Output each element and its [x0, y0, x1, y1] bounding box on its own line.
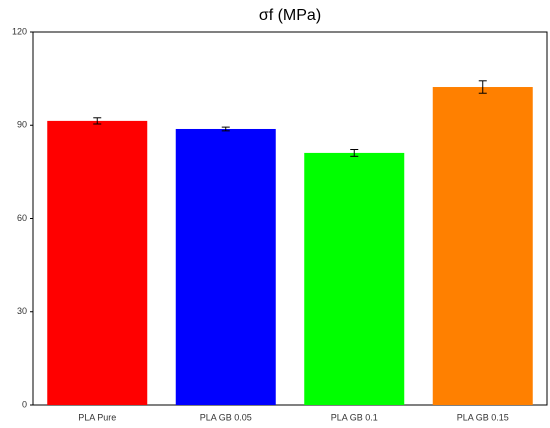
error-bar [478, 80, 487, 94]
bar [175, 128, 276, 406]
y-tick-label: 30 [17, 306, 27, 316]
y-tick-label: 90 [17, 120, 27, 130]
bar [304, 152, 405, 405]
error-bar [350, 148, 359, 157]
error-bar [221, 126, 230, 132]
x-tick-label: PLA GB 0.1 [331, 412, 378, 422]
bar [432, 87, 533, 405]
chart-title: σf (MPa) [259, 7, 321, 24]
bar [47, 120, 148, 406]
y-tick-label: 0 [22, 399, 27, 409]
x-tick-label: PLA GB 0.15 [457, 412, 509, 422]
error-bar [93, 117, 102, 125]
y-tick-label: 60 [17, 213, 27, 223]
x-tick-label: PLA GB 0.05 [200, 412, 252, 422]
y-tick-label: 120 [12, 26, 27, 36]
x-tick-label: PLA Pure [78, 412, 116, 422]
